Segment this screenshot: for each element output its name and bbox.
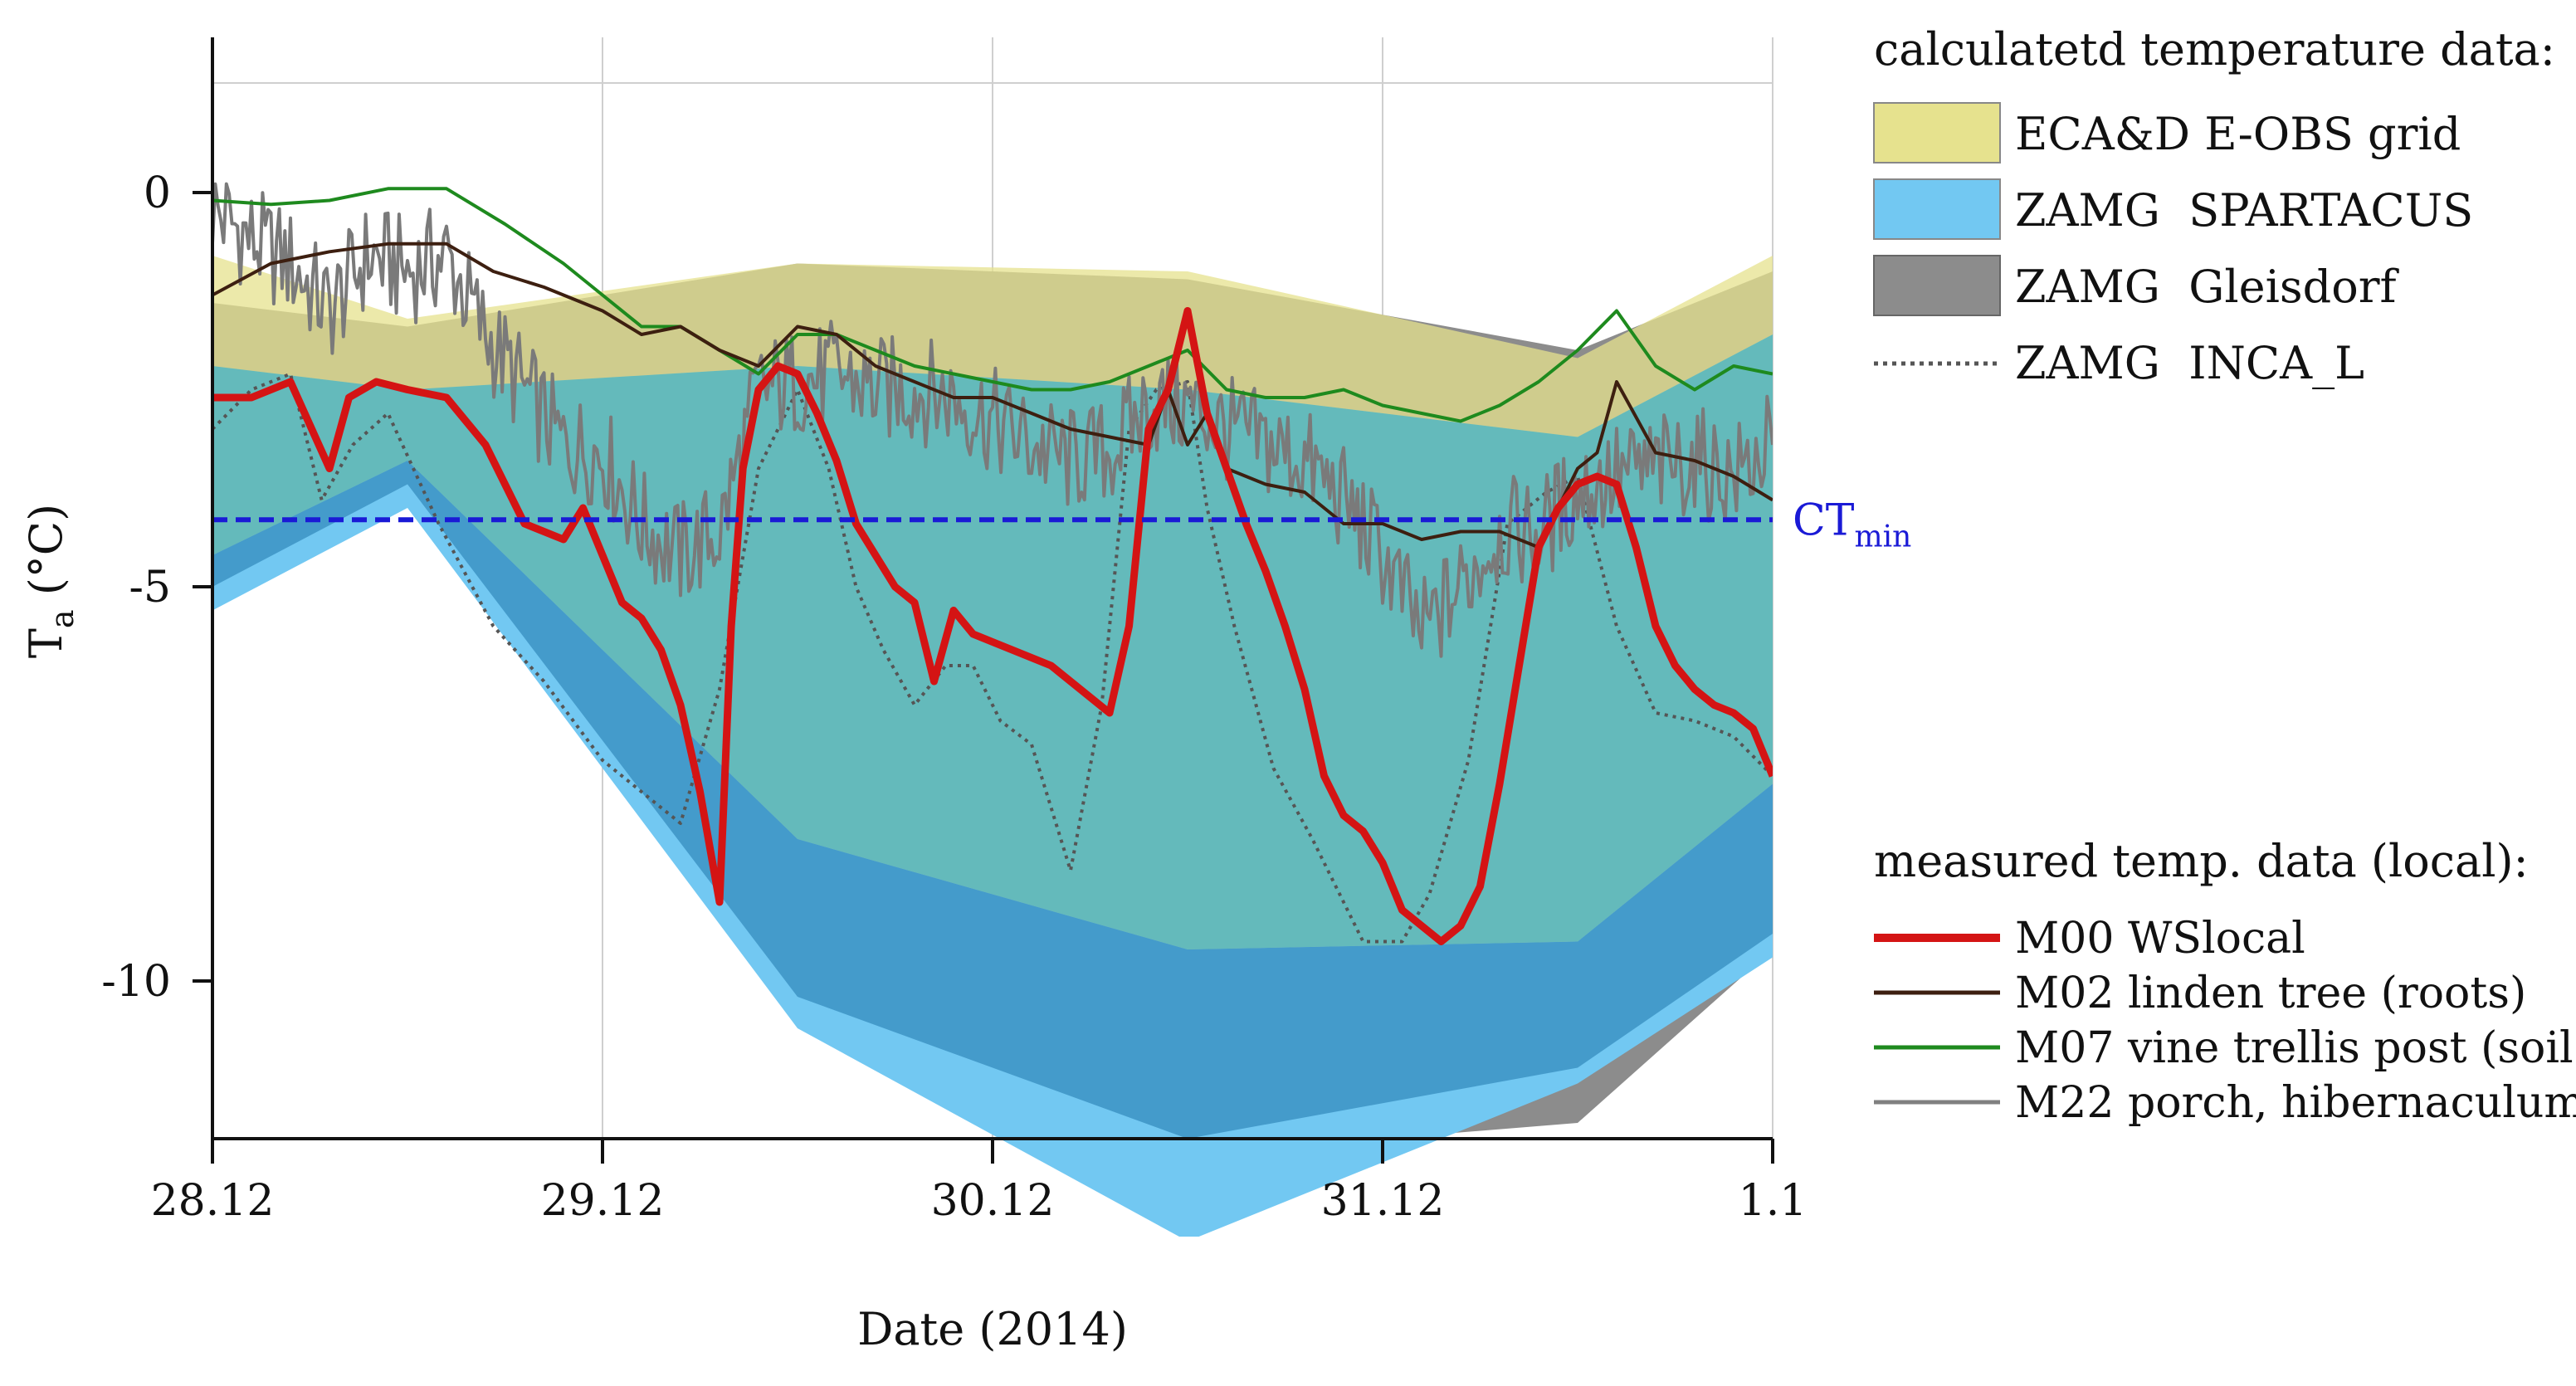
- y-axis-title: Ta (°C): [20, 504, 80, 658]
- y-axis-title-main: T: [20, 628, 72, 658]
- legend-swatch-spartacus: [1873, 178, 2001, 240]
- legend-measured: measured temp. data (local): M00 WSlocal…: [1874, 835, 2576, 1128]
- ct-min-label-sub: min: [1854, 520, 1911, 554]
- y-tick-label: -5: [129, 563, 171, 612]
- y-tick-label: -10: [101, 957, 171, 1007]
- y-axis-title-sub: a: [44, 609, 80, 628]
- x-tick-label: 28.12: [151, 1176, 275, 1226]
- band-overlap-deep: [212, 461, 1773, 1139]
- series-line-m22-porch-hibernaculum: [212, 182, 1773, 658]
- x-axis-title: Date (2014): [857, 1303, 1128, 1355]
- series-line-m00-wslocal: [212, 307, 1773, 945]
- legend-label-eobs: ECA&D E-OBS grid: [2015, 108, 2461, 160]
- legend-calculated-title: calculatetd temperature data:: [1874, 23, 2555, 76]
- legend-label-m00: M00 WSlocal: [2015, 914, 2305, 964]
- legend-label-m02: M02 linden tree (roots): [2015, 969, 2526, 1018]
- ct-min-label: CTmin: [1793, 495, 1911, 554]
- legend-calculated: calculatetd temperature data: ECA&D E-OB…: [1873, 23, 2555, 389]
- y-axis-title-unit: (°C): [20, 504, 72, 610]
- legend-measured-title: measured temp. data (local):: [1874, 835, 2529, 887]
- legend-label-inca: ZAMG INCA_L: [2015, 337, 2364, 389]
- series-line-m07-vine-trellis-post-soil-: [212, 187, 1773, 423]
- x-tick-label: 30.12: [931, 1176, 1055, 1226]
- y-tick-label: 0: [144, 168, 171, 218]
- legend-label-spartacus: ZAMG SPARTACUS: [2015, 184, 2473, 237]
- legend-swatch-eobs: [1873, 102, 2001, 163]
- legend-label-m22: M22 porch, hibernaculum: [2015, 1078, 2576, 1128]
- x-tick-label: 31.12: [1321, 1176, 1445, 1226]
- x-tick-label: 29.12: [541, 1176, 665, 1226]
- legend-label-gleisdorf: ZAMG Gleisdorf: [2015, 261, 2400, 313]
- ct-min-label-main: CT: [1793, 495, 1855, 545]
- legend-label-m07: M07 vine trellis post (soil): [2015, 1023, 2576, 1073]
- legend-swatch-gleisdorf: [1873, 255, 2001, 316]
- x-tick-label: 1.1: [1739, 1176, 1808, 1226]
- axis-ticks: 28.12 29.12 30.12 31.12 1.1 0 -5 -10: [101, 168, 1807, 1226]
